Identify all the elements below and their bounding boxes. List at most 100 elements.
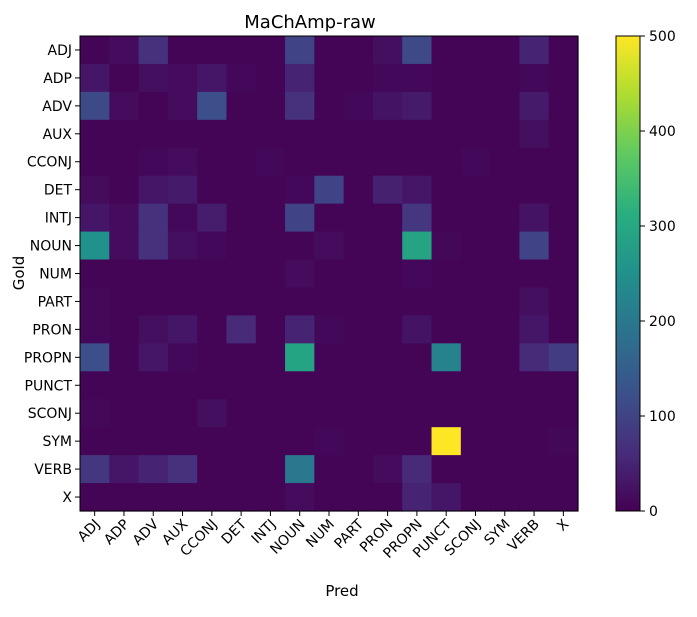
heatmap-cell-adv-adj	[80, 91, 110, 121]
heatmap-cell-noun-part	[343, 231, 374, 261]
heatmap-cell-adj-pron	[372, 36, 403, 65]
heatmap-cell-sconj-adv	[138, 399, 169, 428]
heatmap-cell-punct-verb	[519, 371, 550, 400]
heatmap-cell-adv-num	[314, 91, 345, 121]
heatmap-cell-punct-punct	[431, 371, 462, 400]
heatmap-cell-punct-part	[343, 371, 374, 400]
heatmap-cell-adp-part	[343, 63, 374, 93]
heatmap-cell-x-num	[314, 483, 345, 512]
heatmap-cell-punct-propn	[402, 371, 433, 400]
heatmap-cell-propn-adv	[138, 343, 169, 372]
colorbar-tick-label: 100	[649, 409, 676, 425]
heatmap-cell-det-intj	[255, 175, 286, 205]
heatmap-cell-adj-noun	[285, 36, 315, 65]
heatmap-cell-sconj-punct	[431, 399, 462, 428]
heatmap-cell-x-pron	[372, 483, 403, 512]
heatmap-cell-cconj-det	[226, 147, 257, 177]
heatmap-cell-pron-propn	[402, 315, 433, 344]
heatmap-cell-cconj-adj	[80, 147, 110, 177]
heatmap-cell-noun-intj	[255, 231, 286, 261]
heatmap-cell-num-propn	[402, 259, 433, 289]
heatmap-cell-adp-punct	[431, 63, 462, 93]
heatmap-cell-num-sconj	[460, 259, 491, 289]
heatmap-cell-cconj-aux	[167, 147, 198, 177]
heatmap-cell-adp-verb	[519, 63, 550, 93]
heatmap-cell-sym-pron	[372, 427, 403, 456]
heatmap-cell-propn-sym	[490, 343, 521, 372]
y-tick-label: X	[62, 490, 72, 506]
heatmap-cell-part-aux	[167, 287, 198, 317]
heatmap-cell-part-intj	[255, 287, 286, 317]
heatmap-cell-propn-det	[226, 343, 257, 372]
heatmap-cell-det-noun	[285, 175, 315, 205]
heatmap-cell-aux-verb	[519, 119, 550, 149]
heatmap-cell-sym-sym	[490, 427, 521, 456]
heatmap-cell-part-cconj	[197, 287, 228, 317]
heatmap-cell-x-adj	[80, 483, 110, 512]
heatmap-cell-intj-det	[226, 203, 257, 233]
x-tick-label: NUM	[303, 517, 338, 552]
heatmap-cell-verb-intj	[255, 455, 286, 484]
heatmap-cell-pron-sym	[490, 315, 521, 344]
heatmap-cell-adj-x	[548, 36, 579, 65]
heatmap-cell-part-noun	[285, 287, 315, 317]
heatmap-cell-noun-adj	[80, 231, 110, 261]
heatmap-cell-pron-aux	[167, 315, 198, 344]
heatmap-cell-cconj-propn	[402, 147, 433, 177]
heatmap-cell-part-sconj	[460, 287, 491, 317]
heatmap-cell-num-adj	[80, 259, 110, 289]
heatmap-cell-sconj-det	[226, 399, 257, 428]
heatmap-cell-punct-aux	[167, 371, 198, 400]
heatmap-cell-verb-verb	[519, 455, 550, 484]
heatmap-cell-num-punct	[431, 259, 462, 289]
heatmap-cell-adj-verb	[519, 36, 550, 65]
y-tick-label: ADP	[43, 71, 72, 87]
heatmap-cell-adp-sconj	[460, 63, 491, 93]
heatmap-cell-cconj-cconj	[197, 147, 228, 177]
heatmap-cell-pron-det	[226, 315, 257, 344]
heatmap-cell-pron-pron	[372, 315, 403, 344]
heatmap-cell-sym-cconj	[197, 427, 228, 456]
heatmap-cell-aux-sym	[490, 119, 521, 149]
heatmap-cell-adv-x	[548, 91, 579, 121]
heatmap-cell-propn-sconj	[460, 343, 491, 372]
heatmap-cell-adp-propn	[402, 63, 433, 93]
heatmap-cell-sconj-sym	[490, 399, 521, 428]
heatmap-cell-det-propn	[402, 175, 433, 205]
heatmap-cell-adj-punct	[431, 36, 462, 65]
heatmap-cell-adp-pron	[372, 63, 403, 93]
heatmap-cell-det-adv	[138, 175, 169, 205]
heatmap-cell-intj-adj	[80, 203, 110, 233]
heatmap-cell-verb-punct	[431, 455, 462, 484]
heatmap-cell-propn-x	[548, 343, 579, 372]
heatmap-cell-punct-x	[548, 371, 579, 400]
heatmap-cell-det-num	[314, 175, 345, 205]
heatmap-cell-part-adp	[109, 287, 140, 317]
y-axis-ticks: ADJ ADP ADV AUX CCONJ DET INTJ NOUN NUM PART PRON P…	[24, 43, 80, 506]
heatmap-cell-noun-sconj	[460, 231, 491, 261]
heatmap-cell-propn-propn	[402, 343, 433, 372]
heatmap-cell-intj-aux	[167, 203, 198, 233]
heatmap-cell-intj-propn	[402, 203, 433, 233]
y-tick-label: INTJ	[45, 211, 72, 227]
heatmap-cell-x-x	[548, 483, 579, 512]
heatmap-cell-pron-punct	[431, 315, 462, 344]
heatmap-cell-adj-cconj	[197, 36, 228, 65]
heatmap-cell-sconj-adj	[80, 399, 110, 428]
heatmap-cell-x-verb	[519, 483, 550, 512]
heatmap-cell-adp-x	[548, 63, 579, 93]
heatmap-cell-adv-noun	[285, 91, 315, 121]
heatmap-cell-aux-part	[343, 119, 374, 149]
heatmap-cell-adj-aux	[167, 36, 198, 65]
heatmap-cell-sconj-num	[314, 399, 345, 428]
heatmap-cell-sconj-intj	[255, 399, 286, 428]
heatmap-cell-pron-intj	[255, 315, 286, 344]
heatmap-cell-punct-adv	[138, 371, 169, 400]
heatmap-cell-punct-noun	[285, 371, 315, 400]
heatmap-cell-pron-cconj	[197, 315, 228, 344]
heatmap-cell-part-verb	[519, 287, 550, 317]
heatmap-cell-noun-pron	[372, 231, 403, 261]
heatmap-cell-sym-noun	[285, 427, 315, 456]
heatmap-cell-propn-pron	[372, 343, 403, 372]
x-tick-label: ADP	[101, 517, 133, 549]
